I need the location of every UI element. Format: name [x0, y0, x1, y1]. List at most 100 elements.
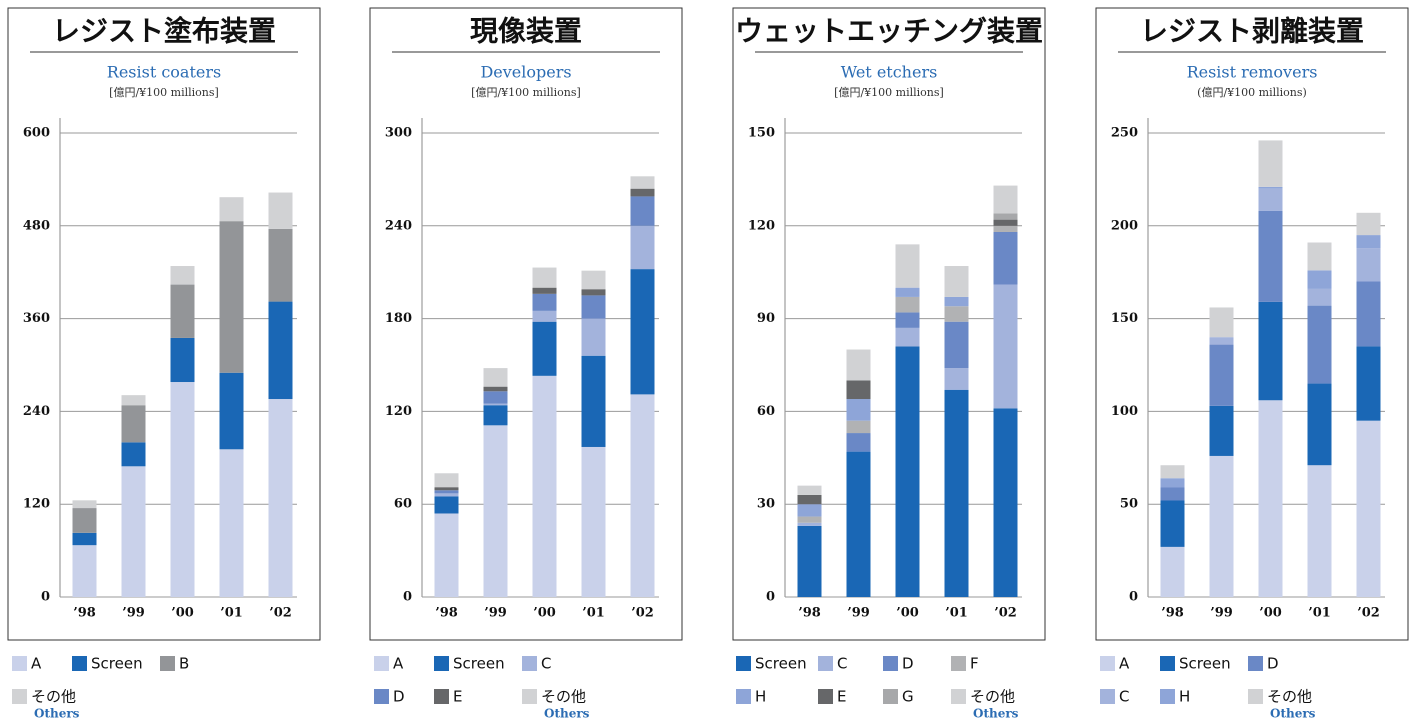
bar-segment	[72, 500, 97, 509]
legend-swatch	[1248, 656, 1263, 671]
bar-segment	[532, 293, 557, 311]
legend-label: その他	[970, 688, 1015, 706]
legend-swatch	[12, 656, 27, 671]
bar-segment	[483, 405, 508, 426]
legend-swatch	[160, 656, 175, 671]
unit-label: [億円/¥100 millions]	[109, 86, 219, 99]
bar-segment	[1258, 400, 1283, 597]
bar-segment	[846, 380, 871, 400]
bar-segment	[846, 420, 871, 434]
y-tick-label: 250	[1111, 126, 1138, 141]
legend-swatch	[434, 689, 449, 704]
bar-segment	[532, 287, 557, 294]
y-tick-label: 0	[41, 590, 50, 605]
bar-segment	[1160, 478, 1185, 488]
chart-title: レジスト剥離装置	[1140, 15, 1364, 48]
legend-swatch	[434, 656, 449, 671]
bar-segment	[797, 494, 822, 505]
legend-label: その他	[1267, 688, 1312, 706]
x-tick-label: ’00	[171, 606, 194, 621]
legend-label: C	[541, 655, 551, 673]
bar-segment	[895, 244, 920, 288]
bar-segment	[532, 310, 557, 322]
chart-title: 現像装置	[470, 15, 582, 48]
bar-segment	[121, 466, 146, 597]
y-tick-label: 240	[385, 218, 412, 233]
y-tick-label: 120	[23, 497, 50, 512]
legend-label: D	[1267, 655, 1279, 673]
bar-segment	[1307, 242, 1332, 271]
x-tick-label: ’99	[1210, 606, 1233, 621]
y-tick-label: 30	[757, 497, 775, 512]
bar-segment	[993, 225, 1018, 232]
bar-segment	[219, 372, 244, 450]
x-tick-label: ’99	[122, 606, 145, 621]
x-tick-label: ’02	[994, 606, 1017, 621]
bar-segment	[1307, 383, 1332, 466]
bar-segment	[846, 399, 871, 421]
bar-segment	[121, 405, 146, 443]
legend-swatch	[818, 656, 833, 671]
y-tick-label: 360	[23, 311, 50, 326]
bar-segment	[268, 228, 293, 302]
x-tick-label: ’02	[269, 606, 292, 621]
legend-label: E	[837, 688, 846, 706]
x-tick-label: ’01	[1308, 606, 1331, 621]
x-tick-label: ’02	[631, 606, 654, 621]
legend-label: A	[393, 655, 404, 673]
bar-segment	[1209, 344, 1234, 406]
bar-segment	[1356, 248, 1381, 282]
legend-label: D	[393, 688, 405, 706]
y-tick-label: 150	[748, 126, 775, 141]
bar-segment	[630, 394, 655, 597]
bar-segment	[630, 269, 655, 395]
legend-swatch	[736, 689, 751, 704]
bar-segment	[797, 485, 822, 495]
bar-segment	[532, 321, 557, 376]
legend-label: Screen	[755, 655, 807, 673]
bar-segment	[944, 321, 969, 369]
bar-segment	[434, 487, 459, 491]
bar-segment	[121, 395, 146, 406]
legend-swatch	[883, 689, 898, 704]
bar-segment	[1160, 546, 1185, 597]
y-tick-label: 0	[1129, 590, 1138, 605]
y-tick-label: 180	[385, 311, 412, 326]
legend-swatch	[736, 656, 751, 671]
bar-segment	[993, 213, 1018, 220]
bar-segment	[1209, 307, 1234, 338]
bar-segment	[483, 391, 508, 404]
bar-segment	[581, 446, 606, 597]
bar-segment	[944, 296, 969, 307]
bar-segment	[630, 176, 655, 189]
legend-label: その他	[31, 688, 76, 706]
bar-segment	[797, 525, 822, 597]
y-tick-label: 0	[766, 590, 775, 605]
bar-segment	[993, 408, 1018, 597]
legend-swatch	[1100, 689, 1115, 704]
legend-label: D	[902, 655, 914, 673]
x-tick-label: ’98	[798, 606, 821, 621]
bar-segment	[1160, 465, 1185, 479]
legend-label: C	[1119, 688, 1129, 706]
legend-swatch	[951, 656, 966, 671]
legend-swatch	[522, 689, 537, 704]
bar-segment	[846, 433, 871, 452]
legend-swatch	[1160, 656, 1175, 671]
x-tick-label: ’01	[582, 606, 605, 621]
bar-segment	[581, 289, 606, 296]
bar-segment	[581, 270, 606, 290]
bar-segment	[1307, 288, 1332, 306]
y-tick-label: 600	[23, 126, 50, 141]
bar-segment	[532, 375, 557, 597]
bar-segment	[993, 185, 1018, 214]
bar-segment	[1307, 270, 1332, 289]
bar-segment	[630, 225, 655, 270]
bar-segment	[483, 386, 508, 392]
legend-swatch	[72, 656, 87, 671]
x-tick-label: ’00	[896, 606, 919, 621]
bar-segment	[1258, 140, 1283, 187]
bar-segment	[72, 508, 97, 533]
bar-segment	[170, 382, 195, 597]
chart-subtitle: Resist coaters	[107, 63, 221, 82]
